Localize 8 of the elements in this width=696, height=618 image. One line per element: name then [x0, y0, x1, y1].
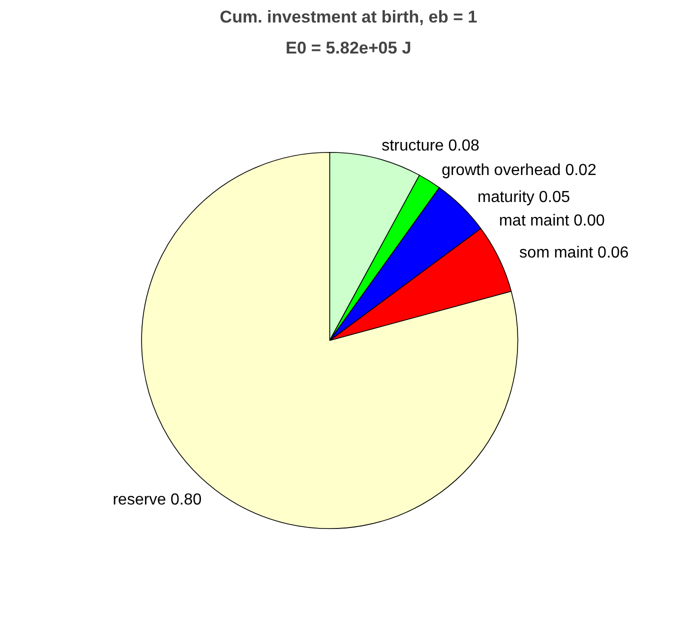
slice-label: som maint 0.06: [519, 244, 629, 262]
chart-subtitle: E0 = 5.82e+05 J: [286, 38, 412, 58]
slice-label: growth overhead 0.02: [442, 162, 596, 179]
slice-label: maturity 0.05: [478, 188, 570, 206]
slice-label: structure 0.08: [382, 137, 480, 154]
slice-label: reserve 0.80: [112, 492, 202, 509]
chart-title: Cum. investment at birth, eb = 1: [220, 8, 478, 26]
category-label: mat maint 0.00: [498, 212, 605, 230]
